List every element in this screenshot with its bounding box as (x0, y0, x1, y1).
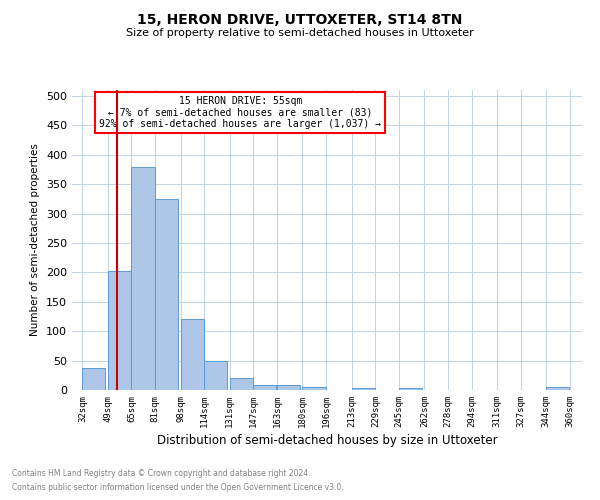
Bar (352, 388, 374, 390)
Bar (253, 386, 277, 390)
Text: 15 HERON DRIVE: 55sqm
← 7% of semi-detached houses are smaller (83)
92% of semi-: 15 HERON DRIVE: 55sqm ← 7% of semi-detac… (100, 96, 382, 129)
Bar (230, 378, 253, 390)
Bar (547, 387, 569, 390)
Text: Contains HM Land Registry data © Crown copyright and database right 2024.: Contains HM Land Registry data © Crown c… (12, 468, 311, 477)
Bar (155, 199, 178, 390)
Bar (107, 270, 131, 390)
Bar (131, 167, 155, 390)
X-axis label: Distribution of semi-detached houses by size in Uttoxeter: Distribution of semi-detached houses by … (157, 434, 497, 447)
Y-axis label: Number of semi-detached properties: Number of semi-detached properties (31, 144, 40, 336)
Bar (181, 320, 203, 390)
Text: 15, HERON DRIVE, UTTOXETER, ST14 8TN: 15, HERON DRIVE, UTTOXETER, ST14 8TN (137, 12, 463, 26)
Text: Size of property relative to semi-detached houses in Uttoxeter: Size of property relative to semi-detach… (126, 28, 474, 38)
Text: Contains public sector information licensed under the Open Government Licence v3: Contains public sector information licen… (12, 484, 344, 492)
Bar (302, 387, 326, 390)
Bar (277, 386, 300, 390)
Bar (399, 388, 422, 390)
Bar (82, 368, 106, 390)
Bar (205, 360, 227, 390)
